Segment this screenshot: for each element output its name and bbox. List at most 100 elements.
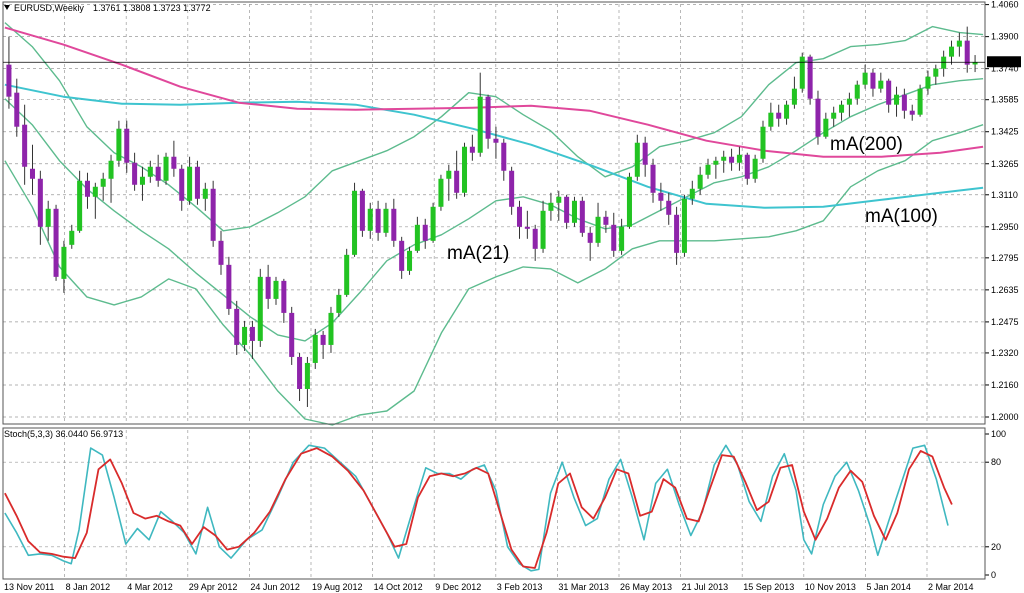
bull-candle [917,88,923,115]
bear-candle [642,142,648,165]
bull-candle [941,56,947,69]
indicator-lines [4,22,984,426]
bull-candle [139,176,145,185]
ohlc-values: 1.3761 1.3808 1.3723 1.3772 [93,3,211,13]
y-axis-label: 1.3425 [991,127,1019,137]
x-axis-label: 9 Dec 2012 [435,582,481,592]
bull-candle [823,118,829,137]
bear-candle [524,226,530,229]
bull-candle [721,156,727,161]
bear-candle [29,168,36,179]
bull-candle [312,334,318,363]
bear-candle [603,216,609,225]
bull-candle [328,312,334,345]
bear-candle [84,180,90,197]
bull-candle [461,146,468,193]
bull-candle [626,176,632,227]
ma100-annotation: mA(100) [865,206,938,227]
stoch-axis-label: 0 [991,570,996,580]
bear-candle [22,124,28,167]
bull-candle [202,188,208,199]
bear-candle [179,168,185,201]
bull-candle [894,94,900,105]
bear-candle [807,56,813,99]
bull-candle [933,68,939,77]
bull-candle [414,224,420,251]
bear-candle [674,214,680,253]
bull-candle [799,56,805,89]
bull-candle [116,128,122,161]
y-axis-label: 1.4060 [991,0,1019,10]
bear-candle [289,312,295,357]
bull-candle [595,216,601,243]
bull-candle [187,166,193,201]
bull-candle [705,164,711,175]
bull-candle [430,206,436,241]
stoch-signal-line [4,447,953,569]
bear-candle [132,162,138,185]
bear-candle [611,224,617,251]
bear-candle [729,156,735,163]
x-axis-label: 3 Feb 2013 [497,582,543,592]
x-axis-label: 15 Sep 2013 [743,582,794,592]
y-axis-label: 1.2160 [991,380,1019,390]
bull-candle [242,326,248,345]
bear-candle [815,98,821,137]
bear-candle [155,166,161,181]
x-axis-label: 13 Nov 2011 [4,582,54,592]
bear-candle [658,192,664,201]
stochastic-title: Stoch(5,3,3) 36.0440 56.9713 [4,429,123,439]
bear-candle [375,208,381,233]
bull-candle [477,96,483,153]
bull-candle [571,200,577,223]
bull-candle [619,226,625,251]
axis-labels: 13 Nov 2011 8 Jan 2012 4 Mar 2012 29 Apr 20… [4,0,1019,592]
stoch-axis-label: 100 [991,429,1006,439]
x-axis-label: 31 Mar 2013 [558,582,609,592]
bear-candle [532,228,538,249]
bull-candle [634,142,640,177]
x-axis-label: 4 Mar 2012 [127,582,173,592]
bollinger-middle-line [4,78,984,342]
price-panel-frame [2,1,986,425]
stoch-main-line [4,444,949,572]
bear-candle [493,138,499,143]
bull-candle [956,40,962,47]
bull-candle [752,158,758,179]
bear-candle [454,170,460,193]
bear-candle [909,110,915,115]
bull-candle [831,112,837,119]
bear-candle [509,170,515,207]
x-axis-label: 5 Jan 2014 [866,582,911,592]
y-axis-label: 1.3110 [991,190,1018,200]
bear-candle [776,112,782,119]
current-price-label: 1.3772 [990,57,1018,67]
bear-candle [281,280,287,313]
x-axis-label: 21 Jul 2013 [682,582,729,592]
bull-candle [407,250,413,271]
bull-candle [768,112,774,127]
bollinger-upper-line [4,22,984,232]
bull-candle [273,280,279,299]
bull-candle [92,186,98,197]
bull-candle [540,210,546,249]
bear-candle [124,128,130,163]
stoch-axis-label: 20 [991,542,1001,552]
x-axis-label: 2 Mar 2014 [928,582,974,592]
bear-candle [579,200,585,233]
dropdown-triangle-icon[interactable] [4,5,10,10]
bull-candle [438,178,444,207]
bear-candle [171,156,177,169]
bull-candle [689,188,695,199]
stoch-axis-label: 80 [991,457,1001,467]
bear-candle [587,232,593,243]
bear-candle [485,96,491,139]
bear-candle [234,308,240,345]
chart-frame [2,1,986,580]
y-axis-label: 1.2950 [991,222,1019,232]
ma100-line [4,83,984,209]
bear-candle [666,200,672,215]
x-axis-label: 26 May 2013 [620,582,672,592]
x-axis-label: 24 Jun 2012 [250,582,300,592]
